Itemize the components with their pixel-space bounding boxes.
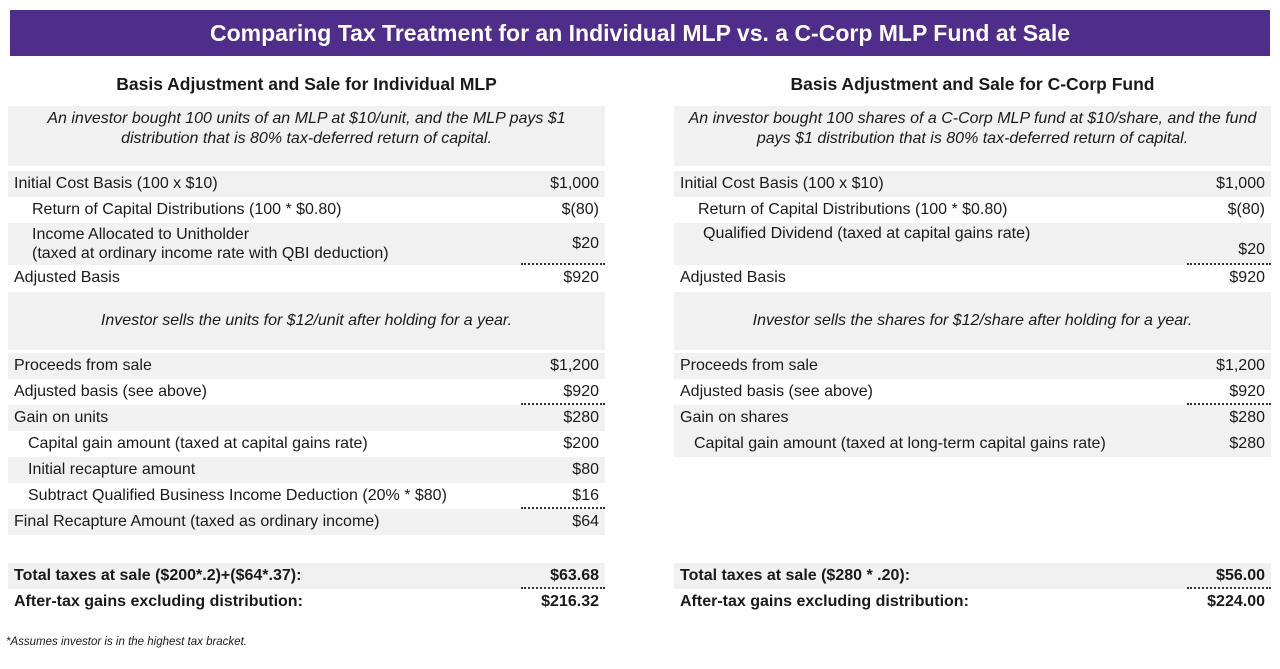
gain-row: Gain on units $280 [8,405,605,431]
page-title-banner: Comparing Tax Treatment for an Individua… [10,10,1270,56]
income-allocated-row: Income Allocated to Unitholder (taxed at… [8,223,605,265]
initial-cost-row: Initial Cost Basis (100 x $10) $1,000 [8,171,605,197]
intro-text: An investor bought 100 units of an MLP a… [8,106,605,166]
qbi-row: Subtract Qualified Business Income Deduc… [8,483,605,509]
sale-note: Investor sells the units for $12/unit af… [8,292,605,350]
panel-heading: Basis Adjustment and Sale for Individual… [116,73,497,94]
proceeds-row: Proceeds from sale $1,200 [8,353,605,379]
sale-note: Investor sells the shares for $12/share … [674,292,1271,350]
gain-row: Gain on shares $280 [674,405,1271,431]
page-title: Comparing Tax Treatment for an Individua… [209,19,1071,46]
panel-heading: Basis Adjustment and Sale for C-Corp Fun… [790,73,1155,94]
roc-row: Return of Capital Distributions (100 * $… [698,201,1265,218]
adjusted-basis-row: Adjusted Basis $920 [680,269,1265,286]
footnote: *Assumes investor is in the highest tax … [6,636,247,648]
roc-row: Return of Capital Distributions (100 * $… [32,201,599,218]
after-tax-row: After-tax gains excluding distribution: … [680,593,1265,610]
after-tax-row: After-tax gains excluding distribution: … [14,593,599,610]
c-corp-fund-panel: Basis Adjustment and Sale for C-Corp Fun… [674,70,1271,610]
cap-gain-row: Capital gain amount (taxed at long-term … [674,431,1271,457]
income-label: Income Allocated to Unitholder (taxed at… [32,226,389,262]
cap-gain-row: Capital gain amount (taxed at capital ga… [28,435,599,452]
qualified-dividend-row: Qualified Dividend (taxed at capital gai… [674,223,1271,265]
intro-text: An investor bought 100 shares of a C-Cor… [674,106,1271,166]
final-recapture-row: Final Recapture Amount (taxed as ordinar… [8,509,605,535]
proceeds-row: Proceeds from sale $1,200 [674,353,1271,379]
total-taxes-row: Total taxes at sale ($200*.2)+($64*.37):… [8,563,605,589]
adjusted-basis-row: Adjusted Basis $920 [14,269,599,286]
initial-cost-row: Initial Cost Basis (100 x $10) $1,000 [674,171,1271,197]
adj-basis-see-row: Adjusted basis (see above) $920 [8,379,605,405]
recapture-row: Initial recapture amount $80 [8,457,605,483]
total-taxes-row: Total taxes at sale ($280 * .20): $56.00 [674,563,1271,589]
individual-mlp-panel: Basis Adjustment and Sale for Individual… [8,70,605,610]
adj-basis-see-row: Adjusted basis (see above) $920 [674,379,1271,405]
